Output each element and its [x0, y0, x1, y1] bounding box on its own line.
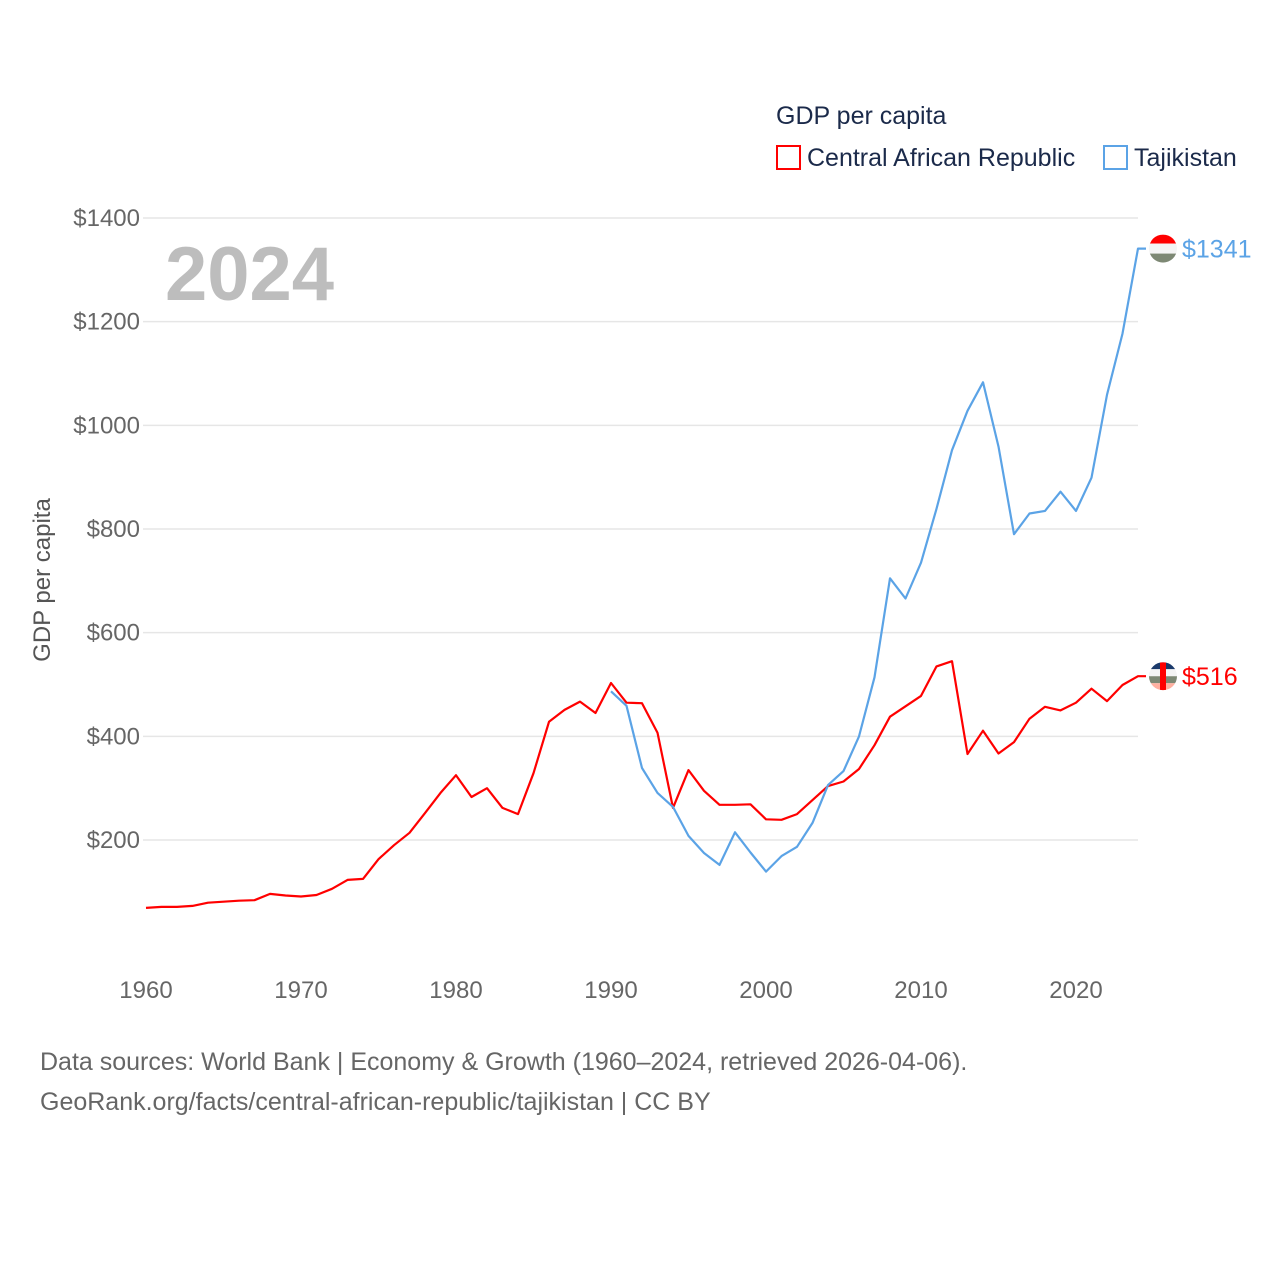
series-line-tajikistan	[610, 247, 1146, 873]
end-value-label: $516	[1182, 663, 1238, 691]
y-tick-label: $400	[87, 723, 140, 750]
flag-stripe	[1149, 243, 1177, 254]
x-tick-label: 2020	[1049, 977, 1102, 1004]
flag-stripe	[1149, 234, 1177, 244]
gridlines	[143, 217, 1138, 841]
series-lines	[145, 247, 1146, 909]
flag-stripe	[1149, 253, 1177, 263]
legend: GDP per capita Central African Republic …	[776, 102, 1237, 172]
x-tick-label: 1970	[274, 977, 327, 1004]
legend-label-tajikistan[interactable]: Tajikistan	[1134, 144, 1237, 172]
flag-body	[1149, 234, 1177, 263]
x-tick-label: 2010	[894, 977, 947, 1004]
footer: Data sources: World Bank | Economy & Gro…	[40, 1042, 967, 1122]
end-labels: $516 $1341	[1149, 234, 1252, 691]
footer-link[interactable]: GeoRank.org/facts/central-african-republ…	[40, 1088, 711, 1116]
flag-stripe	[1160, 662, 1166, 691]
y-axis-ticks: $200 $400 $600 $800 $1000 $1200 $1400	[73, 205, 140, 854]
y-tick-label: $200	[87, 827, 140, 854]
x-tick-label: 1990	[584, 977, 637, 1004]
footer-sources: Data sources: World Bank | Economy & Gro…	[40, 1048, 968, 1076]
y-tick-label: $800	[87, 516, 140, 543]
end-value-label: $1341	[1182, 236, 1252, 264]
y-tick-label: $600	[87, 620, 140, 647]
y-tick-label: $1200	[73, 309, 140, 336]
legend-swatch-car[interactable]	[776, 145, 801, 170]
x-axis-ticks: 1960 1970 1980 1990 2000 2010 2020	[119, 977, 1102, 1004]
flag-icon-tajikistan	[1149, 234, 1177, 263]
y-axis-title: GDP per capita	[29, 498, 56, 662]
flag-body	[1149, 662, 1177, 691]
series-line-car	[145, 660, 1146, 909]
y-tick-label: $1000	[73, 412, 140, 439]
x-tick-label: 1960	[119, 977, 172, 1004]
x-tick-label: 1980	[429, 977, 482, 1004]
legend-title: GDP per capita	[776, 102, 947, 130]
legend-swatch-tajikistan[interactable]	[1103, 145, 1128, 170]
y-tick-label: $1400	[73, 205, 140, 232]
legend-label-car[interactable]: Central African Republic	[807, 144, 1075, 172]
x-tick-label: 2000	[739, 977, 792, 1004]
flag-icon-car	[1149, 662, 1177, 691]
year-watermark: 2024	[165, 232, 334, 317]
